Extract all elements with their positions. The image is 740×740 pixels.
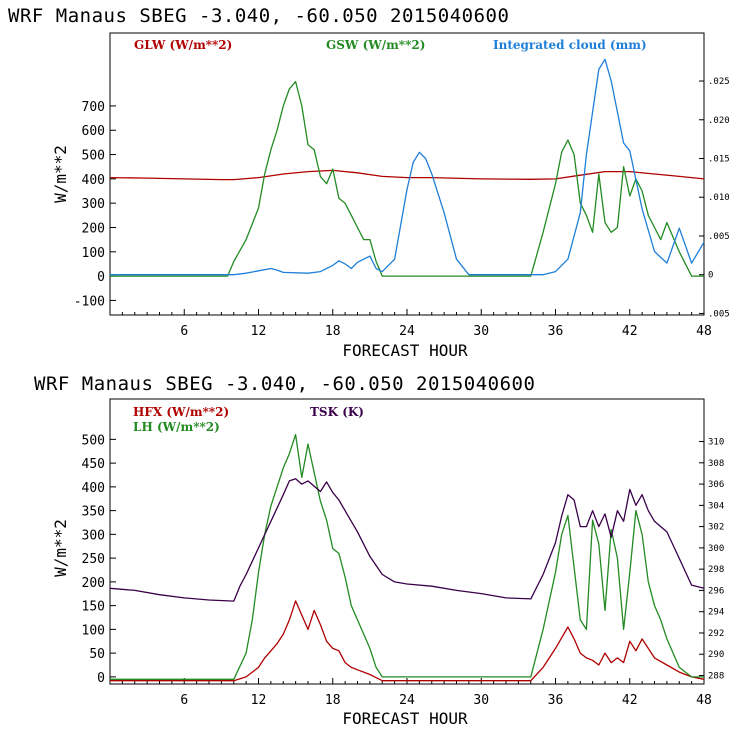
legend-lh: LH (W/m**2): [133, 420, 220, 434]
bottom-series: [109, 433, 705, 682]
top-series-gsw-line: [110, 80, 704, 277]
top-xtick-label: 30: [473, 324, 489, 339]
bottom-title: WRF Manaus SBEG -3.040, -60.050 20150406…: [34, 373, 535, 395]
legend-hfx: HFX (W/m**2): [133, 405, 229, 419]
bottom-ytick-label: 200: [82, 576, 105, 591]
top-x-axis-label: FORECAST HOUR: [342, 341, 468, 360]
top-panel: WRF Manaus SBEG -3.040, -60.050 20150406…: [8, 5, 730, 360]
bottom-y2tick-label: 288: [708, 671, 724, 681]
bottom-plot-frame: [109, 398, 705, 685]
bottom-series-tsk-line: [109, 478, 705, 602]
top-xtick-label: 24: [399, 324, 415, 339]
bottom-y-axis-label: W/m**2: [51, 519, 70, 577]
legend-glw: GLW (W/m**2): [134, 38, 232, 52]
top-y2tick-label: 0: [708, 271, 713, 281]
top-xtick-label: 12: [251, 324, 267, 339]
top-ytick-label: 0: [97, 270, 105, 285]
bottom-xtick-label: 48: [696, 693, 712, 708]
bottom-series-hfx-line: [110, 600, 705, 682]
bottom-y2tick-label: 290: [708, 650, 724, 660]
bottom-ytick-label: 450: [82, 457, 105, 472]
bottom-ytick-label: 150: [82, 600, 105, 615]
bottom-ytick-label: 300: [82, 528, 105, 543]
top-ytick-label: 200: [82, 221, 105, 236]
top-xtick-labels: 6 12 18 24 30 36 42 48: [180, 324, 711, 339]
bottom-tick-marks: [110, 438, 705, 684]
bottom-xtick-label: 42: [622, 693, 638, 708]
bottom-y2tick-label: 302: [708, 523, 724, 533]
top-series-glw-line: [109, 169, 705, 181]
bottom-xtick-label: 18: [325, 693, 341, 708]
top-series: [109, 58, 705, 277]
bottom-y2tick-label: 310: [708, 438, 724, 448]
bottom-y2tick-label: 304: [708, 501, 724, 511]
top-ytick-label: 700: [82, 100, 105, 115]
bottom-y2tick-label: 306: [708, 480, 724, 490]
bottom-ytick-label: 0: [97, 671, 105, 686]
top-series-integrated-line: [110, 58, 705, 276]
top-y2tick-label: .005: [708, 232, 730, 242]
top-y2tick-label: .015: [708, 155, 730, 165]
bottom-y2tick-label: 296: [708, 586, 724, 596]
bottom-xtick-label: 36: [548, 693, 564, 708]
top-ytick-labels: -100 0 100 200 300 400 500 600 700: [74, 100, 105, 309]
bottom-y2tick-label: 300: [708, 544, 724, 554]
bottom-series-lh-line: [110, 433, 704, 680]
bottom-y2tick-label: 298: [708, 565, 724, 575]
bottom-x-axis-label: FORECAST HOUR: [342, 709, 468, 728]
top-ytick-label: 100: [82, 246, 105, 261]
bottom-y2tick-label: 308: [708, 459, 724, 469]
bottom-ytick-label: 350: [82, 505, 105, 520]
bottom-xtick-label: 30: [473, 693, 489, 708]
top-ytick-label: 400: [82, 173, 105, 188]
bottom-y2tick-label: 294: [708, 608, 724, 618]
top-y2tick-labels: .005 0 .005 .010 .015 .020 .025: [708, 77, 730, 319]
legend-tsk: TSK (K): [310, 405, 364, 419]
top-ytick-label: -100: [74, 294, 105, 309]
bottom-panel: WRF Manaus SBEG -3.040, -60.050 20150406…: [34, 373, 724, 728]
top-ytick-label: 500: [82, 149, 105, 164]
bottom-xtick-label: 12: [251, 693, 267, 708]
bottom-ytick-label: 250: [82, 552, 105, 567]
top-xtick-label: 6: [180, 324, 188, 339]
bottom-ytick-label: 100: [82, 623, 105, 638]
bottom-ytick-label: 500: [82, 433, 105, 448]
top-xtick-label: 48: [696, 324, 712, 339]
bottom-ytick-labels: 0 50 100 150 200 250 300 350 400 450 500: [82, 433, 105, 686]
bottom-xtick-label: 24: [399, 693, 415, 708]
bottom-y2tick-label: 292: [708, 629, 724, 639]
bottom-xtick-labels: 6 12 18 24 30 36 42 48: [180, 693, 711, 708]
top-xtick-label: 18: [325, 324, 341, 339]
bottom-ytick-label: 50: [89, 647, 105, 662]
top-xtick-label: 36: [548, 324, 564, 339]
legend-gsw: GSW (W/m**2): [326, 38, 425, 52]
top-ytick-label: 600: [82, 124, 105, 139]
top-y2tick-label: .010: [708, 193, 730, 203]
top-y2tick-label: .020: [708, 116, 730, 126]
top-tick-marks: [110, 80, 705, 315]
top-plot-frame: [109, 32, 705, 316]
top-xtick-label: 42: [622, 324, 638, 339]
top-ytick-label: 300: [82, 197, 105, 212]
bottom-y2tick-labels: 288 290 292 294 296 298 300 302 304 306 …: [708, 438, 724, 682]
legend-integrated-cloud: Integrated cloud (mm): [493, 38, 647, 52]
top-title: WRF Manaus SBEG -3.040, -60.050 20150406…: [8, 5, 509, 27]
top-y-axis-label: W/m**2: [51, 145, 70, 203]
bottom-xtick-label: 6: [180, 693, 188, 708]
top-y2tick-label: .005: [708, 309, 730, 319]
top-y2tick-label: .025: [708, 77, 730, 87]
bottom-ytick-label: 400: [82, 481, 105, 496]
